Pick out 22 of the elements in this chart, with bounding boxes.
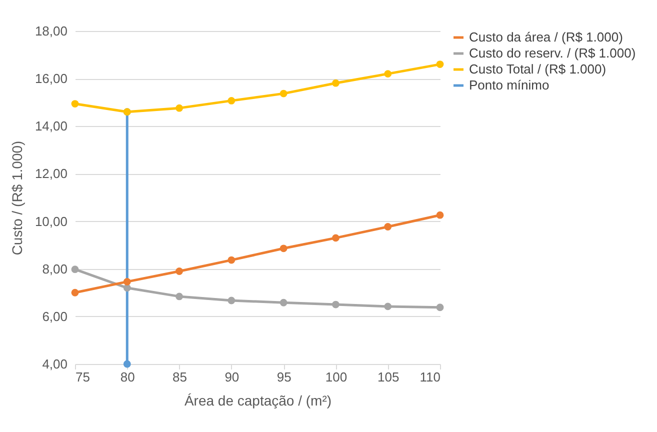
x-tick-label: 100 — [325, 370, 348, 384]
x-axis-title: Área de captação / (m²) — [184, 392, 332, 408]
legend-label: Ponto mínimo — [469, 78, 550, 92]
y-tick-label: 8,00 — [42, 261, 68, 276]
y-tick-label: 4,00 — [42, 356, 68, 372]
y-tick-label: 12,00 — [34, 166, 68, 182]
x-tick-label: 90 — [224, 370, 240, 384]
x-tick-label: 110 — [420, 370, 440, 384]
y-tick-label: 18,00 — [34, 24, 68, 38]
x-tick-label: 75 — [76, 370, 90, 384]
legend-label: Custo Total / (R$ 1.000) — [469, 62, 606, 76]
y-tick-label: 14,00 — [34, 118, 68, 134]
y-axis-title: Custo / (R$ 1.000) — [8, 140, 25, 256]
y-tick-label: 16,00 — [34, 71, 68, 86]
x-tick-label: 80 — [120, 370, 135, 384]
x-tick-label: 85 — [172, 370, 188, 384]
y-tick-label: 6,00 — [42, 308, 68, 324]
x-tick-label: 105 — [378, 370, 400, 384]
x-tick-label: 95 — [276, 370, 292, 384]
legend-label: Custo do reserv. / (R$ 1.000) — [469, 46, 636, 60]
legend-label: Custo da área / (R$ 1.000) — [469, 30, 623, 44]
y-tick-label: 10,00 — [34, 214, 68, 229]
